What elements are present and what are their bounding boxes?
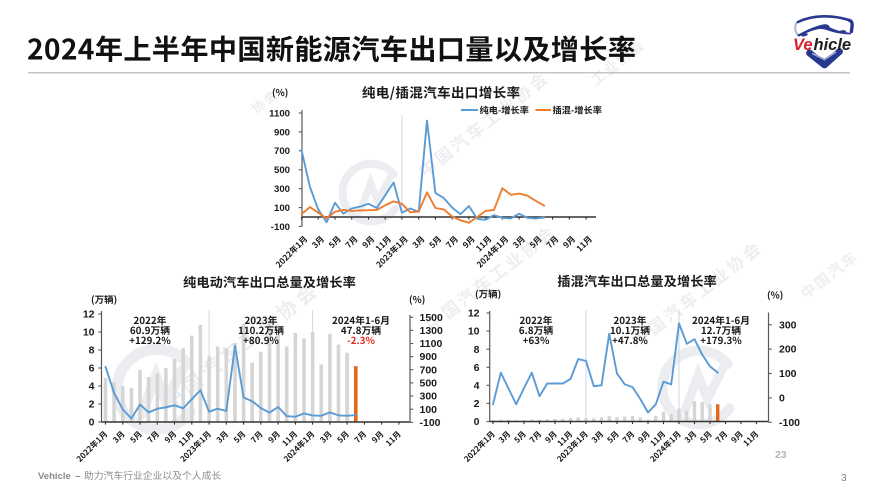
svg-text:2: 2 bbox=[474, 398, 480, 410]
svg-text:10: 10 bbox=[83, 327, 95, 339]
svg-text:700: 700 bbox=[420, 364, 438, 376]
svg-text:100: 100 bbox=[420, 404, 438, 416]
svg-text:100: 100 bbox=[274, 203, 290, 214]
svg-text:200: 200 bbox=[779, 344, 797, 356]
svg-text:10: 10 bbox=[468, 326, 480, 338]
svg-text:4: 4 bbox=[474, 380, 480, 392]
svg-text:500: 500 bbox=[274, 165, 290, 176]
svg-text:-100: -100 bbox=[779, 417, 800, 429]
svg-text:1300: 1300 bbox=[420, 325, 444, 337]
svg-text:3: 3 bbox=[841, 473, 847, 484]
svg-text:-100: -100 bbox=[271, 222, 290, 233]
svg-text:0: 0 bbox=[779, 393, 785, 405]
svg-text:Vehicle: Vehicle bbox=[38, 471, 71, 482]
svg-text:-100: -100 bbox=[420, 417, 441, 429]
svg-text:100: 100 bbox=[779, 368, 797, 380]
svg-text:300: 300 bbox=[420, 391, 438, 403]
svg-text:300: 300 bbox=[779, 319, 797, 331]
svg-text:0: 0 bbox=[89, 417, 95, 429]
svg-text:1100: 1100 bbox=[420, 338, 443, 350]
svg-text:0: 0 bbox=[474, 416, 480, 428]
svg-text:23: 23 bbox=[775, 449, 787, 461]
svg-text:–: – bbox=[75, 471, 80, 482]
svg-text:2: 2 bbox=[89, 399, 95, 411]
svg-text:8: 8 bbox=[474, 344, 480, 356]
svg-text:700: 700 bbox=[274, 146, 290, 157]
svg-text:900: 900 bbox=[420, 351, 438, 363]
svg-text:1100: 1100 bbox=[269, 109, 290, 120]
svg-text:6: 6 bbox=[89, 363, 95, 375]
svg-text:500: 500 bbox=[420, 378, 438, 390]
svg-text:8: 8 bbox=[89, 345, 95, 357]
svg-text:12: 12 bbox=[468, 308, 480, 320]
svg-text:Ve: Ve bbox=[793, 36, 813, 54]
svg-text:900: 900 bbox=[274, 127, 290, 138]
svg-text:300: 300 bbox=[274, 184, 290, 195]
svg-text:hicle: hicle bbox=[814, 36, 852, 54]
svg-text:4: 4 bbox=[89, 381, 95, 393]
svg-text:12: 12 bbox=[83, 309, 95, 321]
svg-text:1500: 1500 bbox=[420, 312, 444, 324]
svg-text:6: 6 bbox=[474, 362, 480, 374]
